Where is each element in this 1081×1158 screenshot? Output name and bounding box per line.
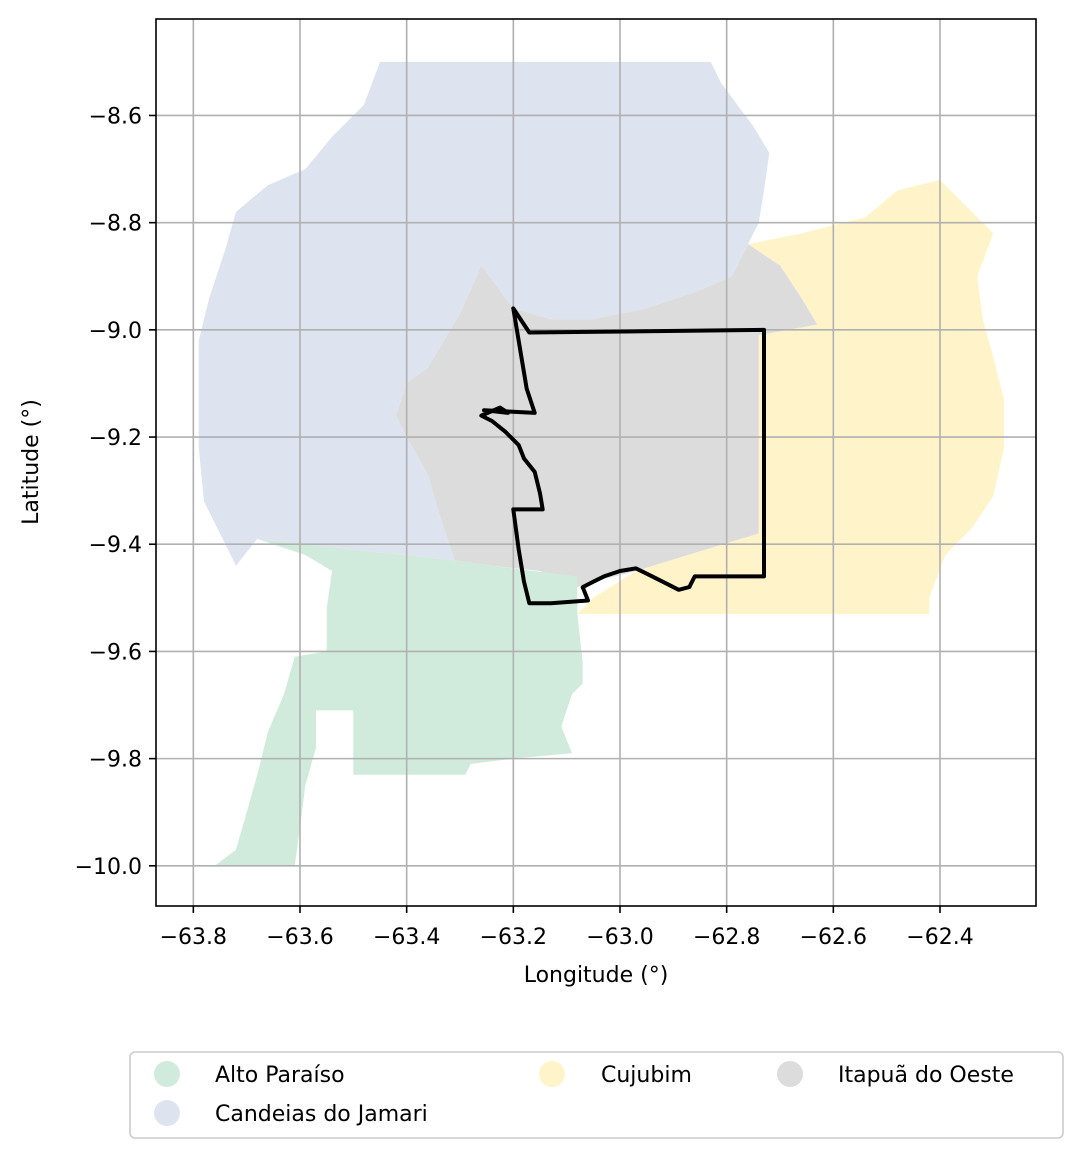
x-tick-label: −62.8 <box>693 925 760 950</box>
y-tick-label: −9.0 <box>89 319 142 344</box>
municipality-regions <box>198 61 1004 866</box>
legend-marker <box>154 1061 180 1087</box>
region-cujubim <box>577 179 1004 614</box>
legend-label: Cujubim <box>601 1063 692 1088</box>
x-tick-label: −62.6 <box>800 925 867 950</box>
grid-lines <box>156 19 1036 906</box>
y-tick-label: −8.6 <box>89 104 142 129</box>
y-axis-label: Latitude (°) <box>19 399 44 525</box>
x-tick-label: −62.4 <box>906 925 973 950</box>
region-alto-para-so <box>214 538 583 866</box>
y-axis-ticks: −8.6 −8.8 −9.0 −9.2 −9.4 −9.6 −9.8 −10.0 <box>75 104 156 880</box>
legend-marker <box>777 1061 803 1087</box>
legend: Alto Paraíso Candeias do Jamari Cujubim Ita… <box>129 1051 1064 1139</box>
study-area-outline <box>479 306 766 606</box>
y-tick-label: −10.0 <box>75 855 142 880</box>
region-candeias-do-jamari <box>198 61 770 566</box>
y-tick-label: −8.8 <box>89 212 142 237</box>
x-tick-label: −63.0 <box>586 925 653 950</box>
legend-marker <box>539 1061 565 1087</box>
y-tick-label: −9.4 <box>89 533 142 558</box>
y-tick-label: −9.6 <box>89 640 142 665</box>
x-tick-label: −63.4 <box>373 925 440 950</box>
legend-label: Itapuã do Oeste <box>838 1063 1014 1088</box>
x-tick-label: −63.8 <box>160 925 227 950</box>
plot-frame <box>155 18 1037 907</box>
y-tick-label: −9.2 <box>89 426 142 451</box>
outline-boundary <box>479 306 766 606</box>
x-tick-label: −63.2 <box>480 925 547 950</box>
x-axis-ticks: −63.8 −63.6 −63.4 −63.2 −63.0 −62.8 −62.6 −62.4 <box>160 906 974 950</box>
y-tick-label: −9.8 <box>89 748 142 773</box>
legend-marker <box>154 1100 180 1126</box>
legend-frame <box>129 1051 1064 1139</box>
legend-label: Alto Paraíso <box>215 1063 345 1088</box>
legend-label: Candeias do Jamari <box>215 1102 428 1127</box>
x-tick-label: −63.6 <box>266 925 333 950</box>
x-axis-label: Longitude (°) <box>524 963 669 988</box>
